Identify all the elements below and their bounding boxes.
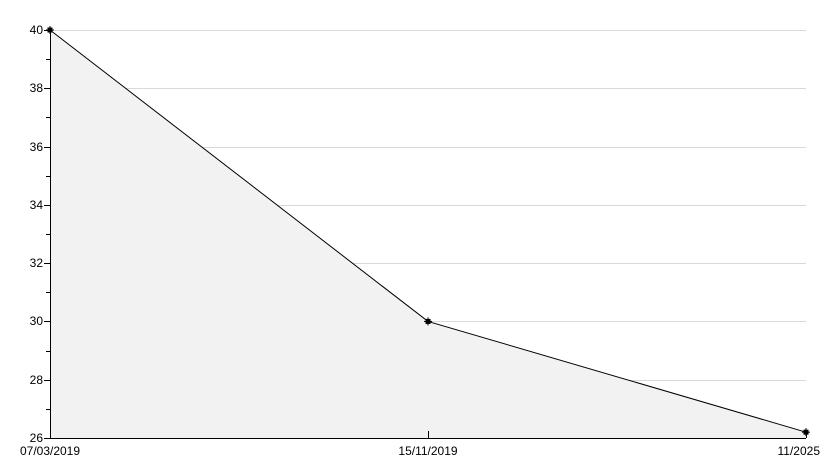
y-tick-label: 38 xyxy=(30,81,44,95)
y-tick-label: 30 xyxy=(30,314,44,328)
y-tick-label: 28 xyxy=(30,373,44,387)
y-tick-label: 32 xyxy=(30,256,44,270)
y-tick-label: 40 xyxy=(30,23,44,37)
x-tick-label: 11/2025 xyxy=(778,444,821,458)
y-tick-label: 36 xyxy=(30,140,44,154)
area-fill xyxy=(50,30,806,438)
x-tick-label: 15/11/2019 xyxy=(398,444,457,458)
y-tick-label: 26 xyxy=(30,431,44,445)
x-tick-label: 07/03/2019 xyxy=(20,444,80,458)
y-tick-label: 34 xyxy=(30,198,44,212)
